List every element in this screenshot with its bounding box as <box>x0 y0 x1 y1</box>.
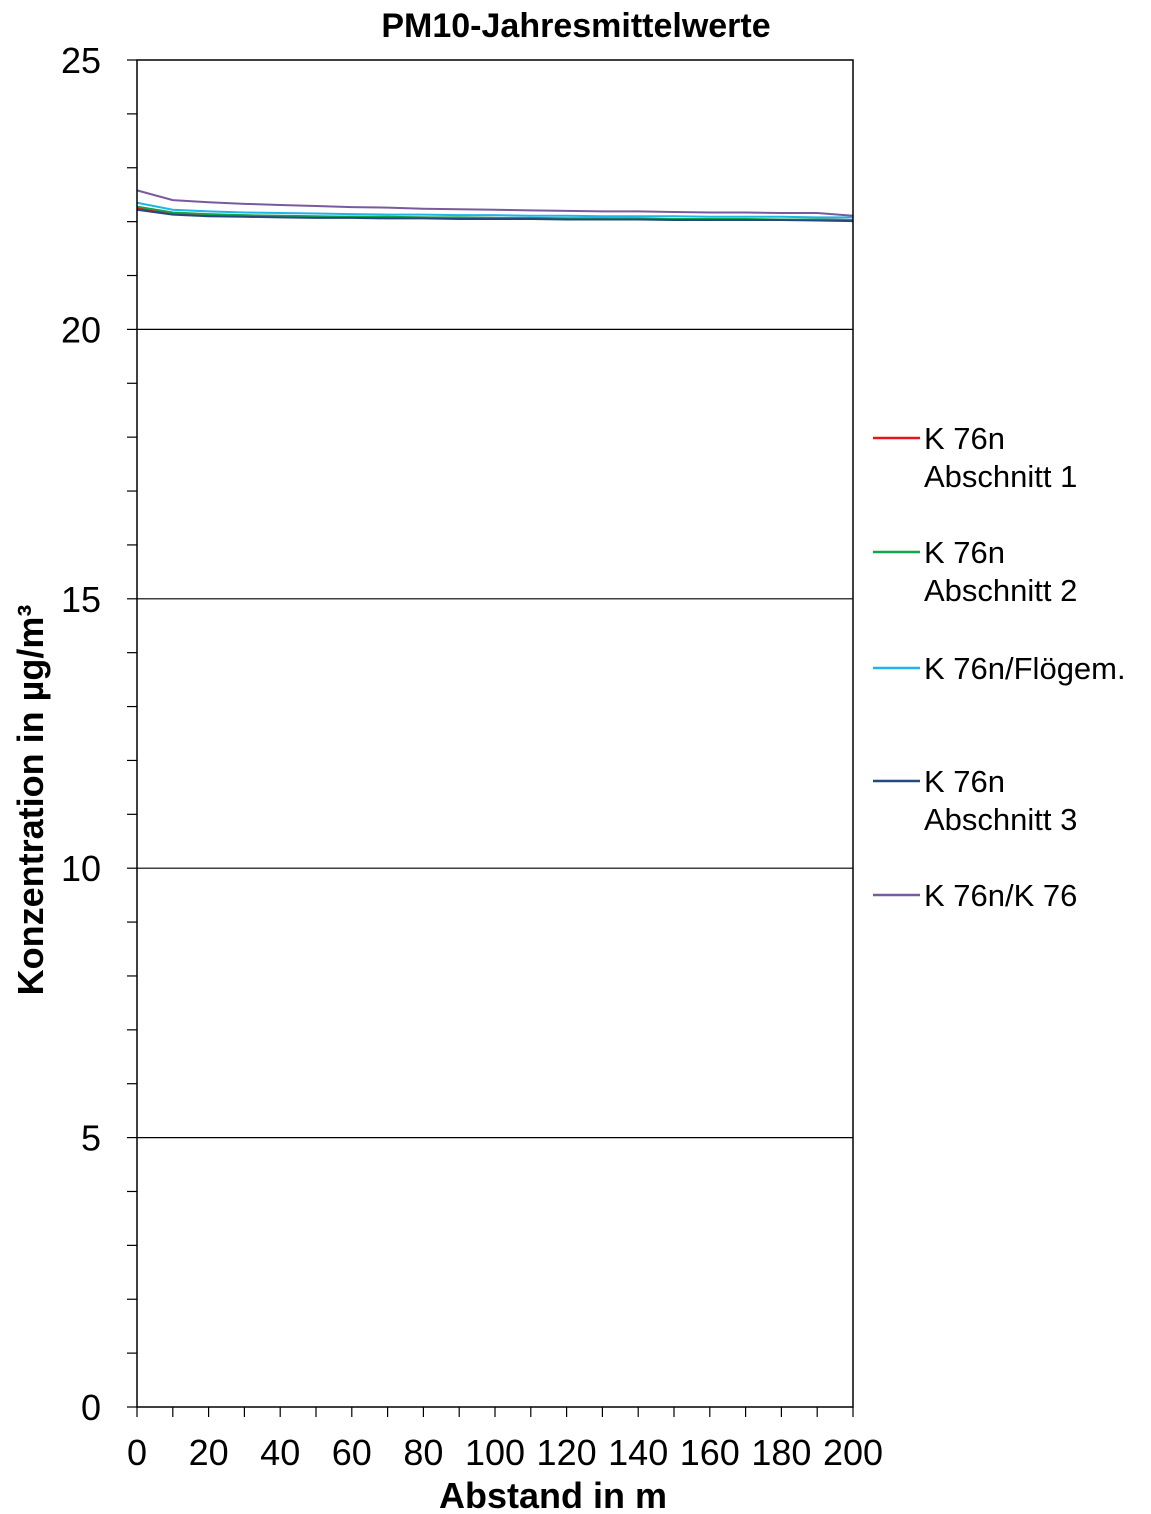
legend-label: Abschnitt 1 <box>924 459 1077 494</box>
x-tick-label: 120 <box>537 1432 597 1473</box>
y-tick-label: 20 <box>61 309 101 350</box>
legend-label: K 76n <box>924 535 1005 570</box>
y-tick-label: 15 <box>61 579 101 620</box>
y-tick-label: 25 <box>61 40 101 81</box>
axis-ticks <box>127 59 854 1417</box>
legend-label: Abschnitt 2 <box>924 573 1077 608</box>
x-tick-label: 80 <box>403 1432 443 1473</box>
tick-labels: 0 5 10 15 20 25 0 20 40 60 80 100 120 140 160 180 200 <box>61 40 883 1473</box>
y-tick-label: 10 <box>61 848 101 889</box>
legend-label: K 76n/K 76 <box>924 878 1077 913</box>
y-tick-label: 5 <box>81 1118 101 1159</box>
series-line-4 <box>136 208 854 223</box>
x-tick-label: 20 <box>189 1432 229 1473</box>
legend-label: K 76n/Flögem. <box>924 651 1126 686</box>
series-line-5 <box>136 189 854 217</box>
x-tick-label: 0 <box>127 1432 147 1473</box>
plot-area-frame <box>136 59 854 1408</box>
x-tick-label: 60 <box>332 1432 372 1473</box>
legend-label: K 76n <box>924 421 1005 456</box>
x-tick-label: 100 <box>465 1432 525 1473</box>
legend-label: Abschnitt 3 <box>924 802 1077 837</box>
legend-label: K 76n <box>924 764 1005 799</box>
x-tick-label: 140 <box>608 1432 668 1473</box>
x-tick-label: 40 <box>260 1432 300 1473</box>
series-line-2 <box>136 205 854 222</box>
x-tick-label: 160 <box>680 1432 740 1473</box>
series-line-3 <box>136 201 853 219</box>
chart-title: PM10-Jahresmittelwerte <box>381 7 770 45</box>
y-axis-title: Konzentration in µg/m³ <box>10 605 51 996</box>
y-tick-label: 0 <box>81 1387 101 1428</box>
x-tick-label: 180 <box>751 1432 811 1473</box>
series-lines <box>136 189 854 223</box>
x-axis-title: Abstand in m <box>439 1475 667 1514</box>
gridlines <box>137 328 853 1139</box>
x-tick-label: 200 <box>823 1432 883 1473</box>
